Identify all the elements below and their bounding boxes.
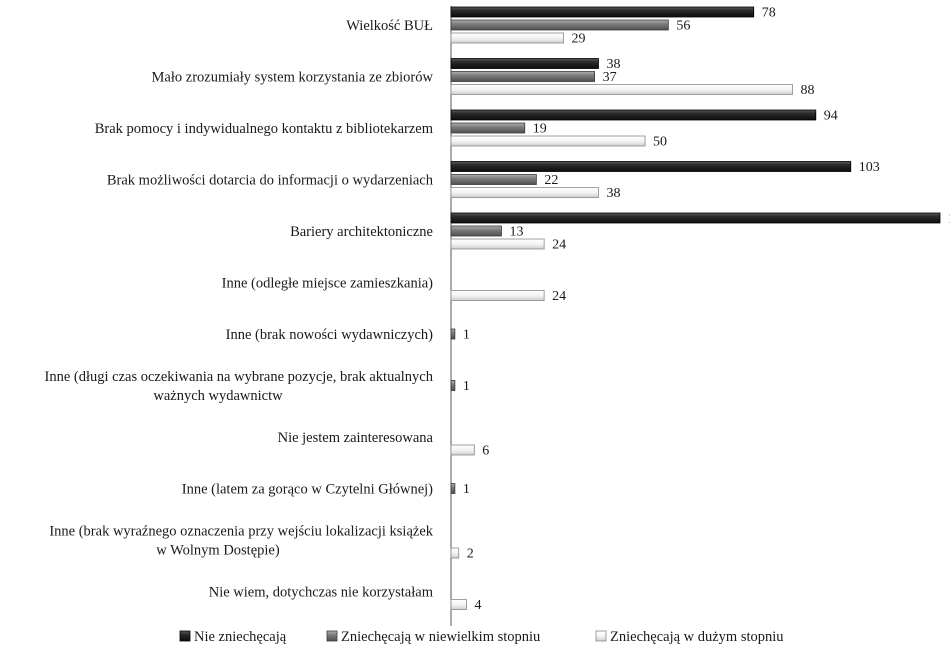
category-label: Inne (brak nowości wydawniczych)	[226, 327, 434, 343]
data-label: 19	[533, 122, 547, 137]
data-label: 22	[544, 173, 558, 188]
bar-2-10	[450, 483, 456, 494]
category-label: Inne (latem za gorąco w Czytelni Głównej…	[182, 482, 433, 498]
bars-layer	[450, 6, 941, 610]
data-label: 56	[676, 19, 690, 34]
data-label: 1	[463, 328, 470, 343]
category-label: Inne (odległe miejsce zamieszkania)	[222, 276, 434, 292]
bar-3-2	[450, 84, 793, 95]
data-label: 126	[948, 212, 950, 227]
bar-1-2	[450, 58, 599, 69]
data-label: 38	[606, 186, 620, 201]
bar-2-4	[450, 174, 537, 185]
legend-label-2: Zniechęcają w niewielkim stopniu	[341, 629, 540, 645]
bar-1-4	[450, 161, 852, 172]
legend: Nie zniechęcają Zniechęcają w niewielkim …	[179, 629, 784, 645]
bar-3-5	[450, 238, 545, 250]
data-label: 94	[824, 109, 838, 124]
legend-swatch-2	[326, 630, 338, 642]
bar-1-1	[450, 6, 755, 18]
bar-2-2	[450, 71, 595, 82]
data-label: 38	[606, 57, 620, 72]
data-label: 24	[552, 289, 566, 304]
data-label: 50	[653, 135, 667, 150]
bar-3-1	[450, 32, 564, 44]
data-label: 29	[572, 32, 586, 47]
bar-3-6	[450, 290, 545, 301]
labels-layer: Wielkość BUŁ 78 56 29 Mało zrozumiały system…	[44, 6, 950, 614]
data-label: 78	[762, 6, 776, 21]
bar-1-5	[450, 212, 941, 224]
bar-2-7	[450, 328, 456, 340]
category-label: Nie jestem zainteresowana	[278, 430, 434, 446]
data-label: 4	[475, 598, 482, 613]
bar-3-9	[450, 444, 475, 456]
category-label: Brak możliwości dotarcia do informacji o…	[107, 173, 434, 189]
category-label: Wielkość BUŁ	[346, 18, 433, 34]
bar-2-5	[450, 225, 502, 237]
bar-3-3	[450, 135, 646, 147]
category-label: Brak pomocy i indywidualnego kontaktu z …	[95, 121, 434, 137]
bar-3-12	[450, 599, 467, 610]
legend-label-3: Zniechęcają w dużym stopniu	[610, 629, 784, 645]
category-label: w Wolnym Dostępie)	[156, 543, 280, 559]
data-label: 6	[482, 444, 489, 459]
category-label: Mało zrozumiały system korzystania ze zb…	[152, 70, 434, 86]
data-label: 1	[463, 482, 470, 497]
bar-1-3	[450, 109, 817, 121]
bar-2-1	[450, 19, 669, 31]
category-label: Bariery architektoniczne	[290, 224, 433, 240]
category-label: Inne (długi czas oczekiwania na wybrane …	[44, 369, 433, 385]
legend-label-1: Nie zniechęcają	[194, 629, 287, 645]
data-label: 13	[509, 225, 523, 240]
bar-2-8	[450, 380, 456, 391]
data-label: 2	[467, 547, 474, 562]
bar-3-4	[450, 187, 599, 198]
category-label: Inne (brak wyraźnego oznaczenia przy wej…	[49, 524, 433, 540]
data-label: 103	[859, 160, 880, 175]
data-label: 24	[552, 238, 566, 253]
data-label: 1	[463, 379, 470, 394]
legend-swatch-1	[179, 630, 191, 642]
category-label: ważnych wydawnictw	[153, 388, 283, 404]
bar-2-3	[450, 122, 526, 134]
bar-3-11	[450, 547, 460, 559]
legend-swatch-3	[595, 630, 607, 642]
data-label: 88	[801, 83, 815, 98]
category-label: Nie wiem, dotychczas nie korzystałam	[209, 585, 434, 601]
data-label: 37	[603, 70, 617, 85]
